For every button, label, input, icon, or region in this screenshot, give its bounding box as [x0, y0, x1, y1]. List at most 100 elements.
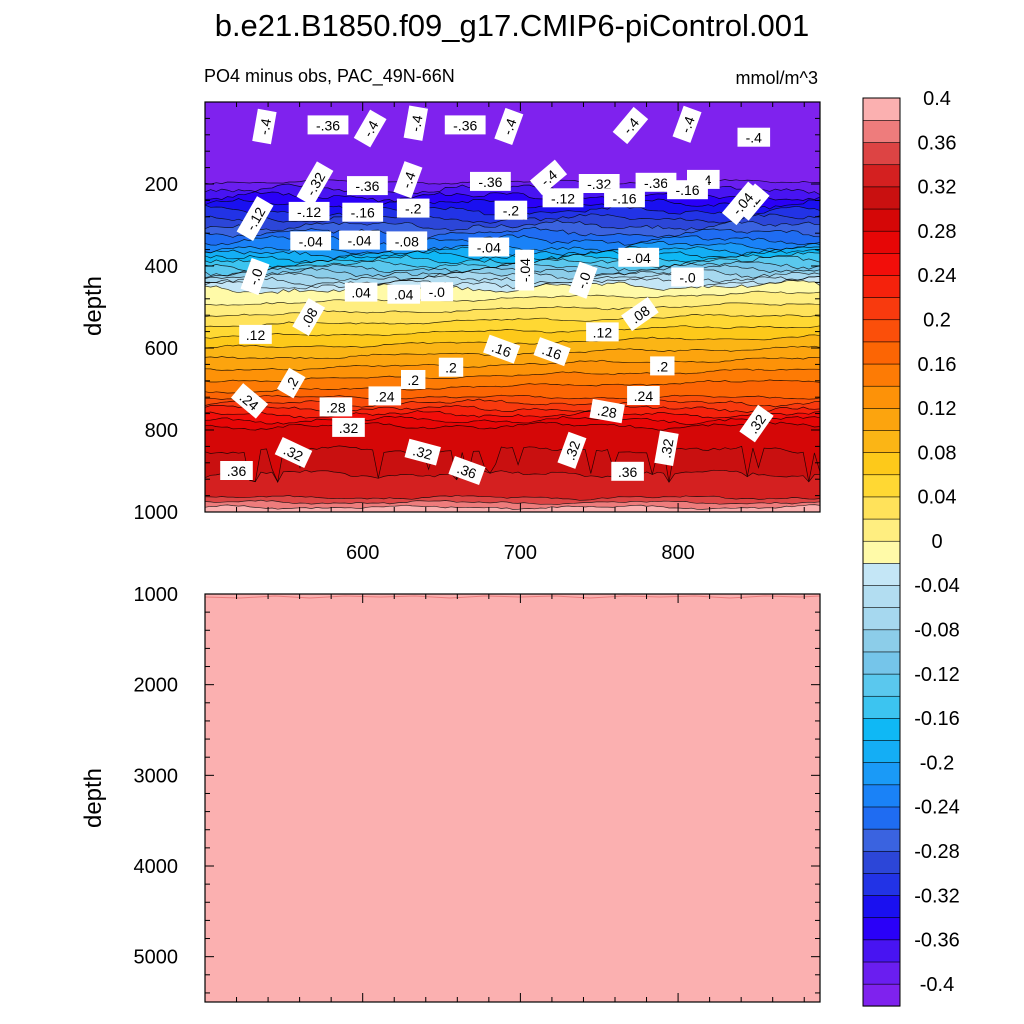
contour-label-bg — [332, 417, 365, 437]
colorbar-label: 0.4 — [923, 88, 951, 110]
colorbar-label: -0.28 — [914, 841, 960, 863]
contour-label: .2 — [438, 357, 464, 377]
contour-label-text: .28 — [596, 402, 618, 421]
contour-label-text: -.16 — [612, 190, 636, 206]
contour-label: .16 — [533, 337, 571, 367]
contour-label: -.36 — [635, 172, 677, 192]
contour-label: -.04 — [339, 230, 380, 250]
contour-label-text: -.04 — [347, 233, 371, 249]
contour-label: .32 — [274, 437, 313, 469]
y-tick-label: 5000 — [134, 947, 179, 969]
colorbar-box — [862, 540, 901, 564]
colorbar-box — [862, 806, 901, 830]
contour-label-text: .16 — [490, 339, 514, 361]
contour-label-text: .12 — [246, 327, 266, 343]
contour-label-text: .36 — [455, 460, 479, 482]
contour-line — [205, 251, 820, 268]
contour-label-bg — [240, 257, 270, 296]
units-label: mmol/m^3 — [736, 68, 818, 88]
contour-label-bg — [307, 115, 349, 135]
lower-panel-fill — [205, 594, 820, 1002]
contour-label: -.4 — [672, 105, 702, 143]
contour-label-bg — [612, 106, 649, 145]
contour-label-text: -.36 — [644, 175, 668, 191]
contour-label-bg — [288, 201, 330, 221]
colorbar-label: -0.12 — [914, 664, 960, 686]
contour-label-text: .2 — [445, 360, 457, 376]
y-tick-label: 800 — [145, 420, 178, 442]
colorbar-box — [862, 961, 901, 985]
contour-label: -.36 — [347, 176, 388, 196]
contour-label-text: -.04 — [299, 233, 323, 249]
colorbar-label: 0.12 — [918, 398, 957, 420]
contour-label-text: -.4 — [360, 117, 382, 139]
contour-label: .24 — [627, 386, 660, 405]
contour-label: -.4 — [494, 107, 524, 145]
x-tick-label: 700 — [504, 542, 537, 564]
contour-label: -.04 — [290, 231, 332, 251]
colorbar-label: 0.2 — [923, 310, 951, 332]
colorbar-label: -0.08 — [914, 620, 960, 642]
colorbar-box — [862, 762, 901, 786]
contour-label: -.2 — [494, 200, 528, 220]
contour-label-bg — [635, 172, 677, 192]
contour-line — [205, 394, 820, 400]
contour-label-text: -.2 — [503, 203, 520, 219]
contour-label-text: .24 — [375, 388, 395, 404]
y-tick-label: 3000 — [134, 765, 179, 787]
lower-panel-frame — [204, 593, 821, 1003]
contour-label: -.36 — [307, 115, 349, 135]
contour-line — [205, 249, 820, 263]
contour-label-bg — [319, 397, 353, 417]
y-tick-label: 1000 — [134, 584, 179, 606]
contour-label: .32 — [654, 430, 679, 467]
colorbar-label: 0.28 — [918, 221, 957, 243]
colorbar-label: 0.04 — [918, 487, 957, 509]
contour-label-bg — [557, 431, 587, 469]
contour-label: -.0 — [420, 282, 454, 302]
colorbar-box — [862, 474, 901, 498]
colorbar-label: -0.36 — [914, 930, 960, 952]
colorbar-box — [862, 917, 901, 941]
colorbar-box — [862, 784, 901, 808]
contour-label: .04 — [344, 282, 378, 302]
contour-label: .16 — [483, 334, 521, 364]
contour-label-text: .04 — [351, 285, 371, 301]
colorbar-label: 0.24 — [918, 265, 957, 287]
contour-label: -.12 — [542, 188, 584, 208]
colorbar-box — [862, 274, 901, 298]
contour-label-text: -.04 — [517, 258, 533, 282]
contour-label-bg — [393, 161, 423, 199]
contour-label-text: -.36 — [478, 174, 502, 190]
upper-panel-axes: 600 700 800 200 400 600 800 1000 — [134, 101, 820, 564]
contour-label-bg — [671, 267, 704, 287]
y-tick-label: 4000 — [134, 856, 179, 878]
contour-label-bg — [515, 249, 535, 291]
colorbar: -0.4 -0.36 -0.32 -0.28 -0.24 -0.2 -0.16 -0.12 -0… — [862, 88, 960, 1007]
contour-label-bg — [276, 367, 306, 399]
colorbar-box — [862, 341, 901, 365]
contour-line — [205, 276, 820, 290]
colorbar-box — [862, 319, 901, 343]
contour-line — [205, 368, 820, 383]
contour-label-text: -.0 — [679, 270, 696, 286]
contour-label-bg — [654, 430, 679, 467]
contour-label-text: -.04 — [477, 240, 501, 256]
contour-label-text: -.4 — [499, 116, 520, 137]
contour-label: -.08 — [386, 231, 428, 251]
contour-label-text: -.36 — [355, 178, 379, 194]
colorbar-box — [862, 584, 901, 608]
contour-label-bg — [604, 188, 645, 208]
contour-label: .32 — [332, 417, 365, 437]
colorbar-box — [862, 119, 901, 143]
colorbar-label: -0.04 — [914, 575, 960, 597]
contour-label-bg — [618, 247, 660, 267]
colorbar-label: 0.16 — [918, 354, 957, 376]
colorbar-label: -0.2 — [920, 752, 954, 774]
contour-line — [205, 469, 820, 483]
contour-label-text: -.08 — [395, 233, 419, 249]
y-tick-label: 600 — [145, 338, 178, 360]
contour-label: -.4 — [612, 106, 649, 145]
contour-label-bg — [650, 356, 675, 376]
